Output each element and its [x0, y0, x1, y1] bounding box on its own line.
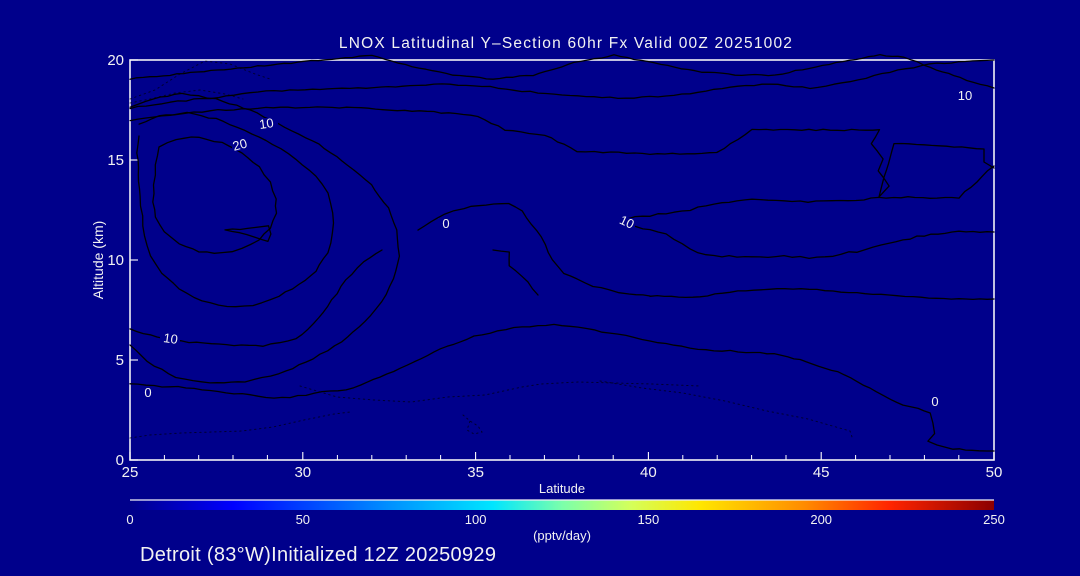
svg-text:0: 0 [931, 394, 938, 409]
svg-text:30: 30 [294, 464, 311, 481]
svg-text:50: 50 [986, 464, 1003, 481]
svg-text:40: 40 [640, 464, 657, 481]
svg-text:25: 25 [122, 464, 139, 481]
svg-text:150: 150 [638, 512, 660, 527]
svg-text:(pptv/day): (pptv/day) [533, 528, 591, 543]
svg-text:10: 10 [958, 88, 972, 103]
svg-text:Detroit (83°W)Initialized 12Z: Detroit (83°W)Initialized 12Z 20250929 [140, 544, 496, 566]
svg-text:250: 250 [983, 512, 1005, 527]
svg-text:Latitude: Latitude [539, 481, 585, 496]
svg-text:LNOX Latitudinal Y–Section 60h: LNOX Latitudinal Y–Section 60hr Fx Valid… [339, 35, 793, 52]
svg-text:10: 10 [107, 252, 124, 269]
svg-text:0: 0 [144, 385, 151, 400]
svg-text:0: 0 [442, 216, 449, 231]
svg-text:200: 200 [810, 512, 832, 527]
svg-text:0: 0 [126, 512, 133, 527]
svg-text:10: 10 [258, 115, 274, 132]
svg-text:50: 50 [296, 512, 310, 527]
svg-text:15: 15 [107, 152, 124, 169]
svg-text:100: 100 [465, 512, 487, 527]
svg-text:Altitude (km): Altitude (km) [90, 221, 106, 300]
svg-text:20: 20 [107, 52, 124, 69]
svg-text:10: 10 [162, 330, 178, 347]
svg-text:45: 45 [813, 464, 830, 481]
svg-text:35: 35 [467, 464, 484, 481]
svg-text:5: 5 [116, 352, 124, 369]
